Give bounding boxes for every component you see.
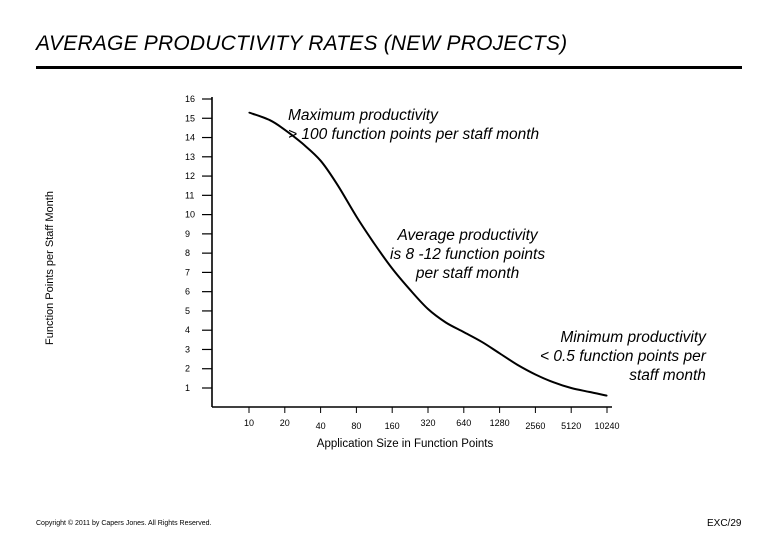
data-point — [427, 308, 429, 310]
x-tick-label: 160 — [385, 421, 400, 431]
y-tick-label: 9 — [185, 229, 190, 239]
x-tick-label: 320 — [420, 418, 435, 428]
y-tick-label: 16 — [185, 94, 195, 104]
annotation-line: per staff month — [415, 265, 520, 282]
title-divider — [36, 66, 742, 69]
data-point — [481, 341, 483, 343]
data-point — [499, 352, 501, 354]
avg-productivity-annotation: Average productivity is 8 -12 function p… — [390, 226, 545, 283]
series — [248, 111, 608, 397]
x-tick-label: 1280 — [490, 418, 510, 428]
data-point — [391, 267, 393, 270]
annotation-line: Maximum productivity — [288, 107, 438, 124]
data-point — [445, 321, 447, 324]
y-tick-label: 14 — [185, 133, 195, 143]
x-tick-label: 640 — [456, 418, 471, 428]
x-tick-label: 80 — [351, 421, 361, 431]
x-tick-label: 10 — [244, 418, 254, 428]
data-point — [373, 242, 375, 245]
data-point — [248, 111, 250, 114]
x-axis: 10 20 40 80 160 320 640 1280 2560 5120 10240 — [212, 406, 620, 431]
x-tick-label: 2560 — [525, 421, 545, 431]
y-tick-label: 11 — [185, 190, 194, 200]
y-tick-label: 1 — [185, 383, 190, 393]
y-tick-label: 2 — [185, 364, 190, 374]
annotation-line: < 0.5 function points per — [540, 348, 706, 365]
y-tick-label: 6 — [185, 287, 190, 297]
data-point — [301, 142, 303, 144]
data-point — [320, 160, 322, 162]
y-tick-label: 5 — [185, 306, 190, 316]
y-tick-label: 15 — [185, 113, 195, 123]
y-tick-label: 8 — [185, 248, 190, 258]
annotation-line: Average productivity — [397, 227, 538, 244]
x-axis-label: Application Size in Function Points — [316, 438, 494, 450]
x-tick-label: 10240 — [594, 421, 619, 431]
page-title: AVERAGE PRODUCTIVITY RATES (NEW PROJECTS… — [36, 32, 568, 55]
y-tick-label: 12 — [185, 171, 195, 181]
y-tick-label: 3 — [185, 344, 190, 354]
annotation-line: Minimum productivity — [560, 329, 706, 346]
data-point — [606, 395, 608, 397]
y-tick-label: 13 — [185, 152, 195, 162]
slide-number: EXC/29 — [707, 518, 742, 529]
x-tick-label: 5120 — [561, 421, 581, 431]
min-productivity-annotation: Minimum productivity < 0.5 function poin… — [540, 328, 706, 385]
y-tick-label: 10 — [185, 210, 195, 220]
data-point — [269, 119, 271, 121]
annotation-line: is 8 -12 function points — [390, 246, 546, 263]
annotation-line: > 100 function points per staff month — [288, 126, 540, 143]
y-tick-label: 7 — [185, 267, 190, 277]
copyright-notice: Copyright © 2011 by Capers Jones. All Ri… — [36, 520, 212, 527]
x-tick-label: 20 — [280, 418, 290, 428]
y-tick-label: 4 — [185, 325, 190, 335]
annotation-line: staff month — [629, 367, 706, 384]
data-point — [409, 289, 411, 291]
data-point — [570, 387, 572, 389]
data-point — [588, 391, 590, 393]
y-axis-label: Function Points per Staff Month — [44, 191, 56, 345]
data-point — [534, 373, 537, 376]
data-point — [516, 364, 519, 366]
data-point — [463, 331, 465, 333]
data-point — [552, 381, 554, 383]
data-point — [284, 129, 286, 131]
x-tick-label: 40 — [316, 421, 326, 431]
max-productivity-annotation: Maximum productivity > 100 function poin… — [288, 106, 539, 144]
data-point — [355, 215, 357, 218]
data-point — [337, 185, 339, 187]
